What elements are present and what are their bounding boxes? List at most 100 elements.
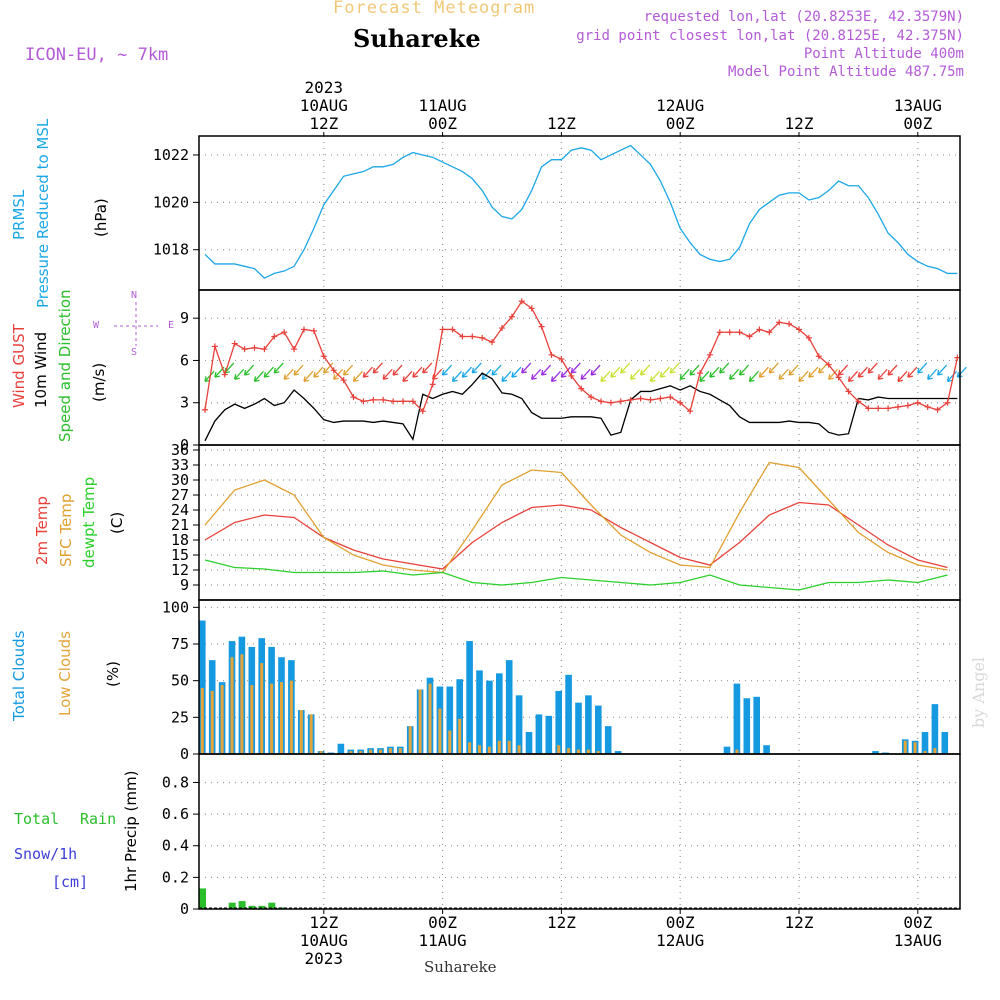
gust-marker: [449, 326, 456, 333]
gust-marker: [944, 399, 951, 406]
wind-arrow-head: [392, 369, 395, 376]
wind-arrow: [323, 362, 334, 374]
wind-arrow-head: [719, 367, 722, 374]
low-clouds-bar: [596, 751, 600, 754]
wind-arrow: [313, 366, 324, 378]
wind-arrow-head: [333, 377, 339, 380]
wind-arrow: [848, 370, 858, 382]
wind-arrow-head: [867, 367, 870, 374]
wind-arrow: [788, 364, 799, 376]
wind-arrow: [699, 370, 710, 382]
y-tick-label: 24: [171, 501, 189, 519]
gust-marker: [895, 403, 901, 410]
gust-marker: [835, 374, 842, 381]
low-clouds-bar: [448, 730, 452, 754]
bottom-time-label: 13AUG: [894, 931, 942, 950]
y-tick-label: 1018: [153, 241, 189, 259]
wind-arrow-head: [372, 367, 375, 374]
wind-arrow-head: [590, 369, 593, 376]
wind-arrow: [501, 370, 512, 382]
y-tick-label: 0: [180, 900, 189, 918]
wind-arrow-head: [739, 373, 745, 376]
wind-arrow-head: [253, 376, 257, 382]
gust-marker: [330, 367, 337, 374]
wind-arrow-head: [244, 373, 250, 376]
wind-arrow-head: [907, 372, 910, 378]
wind-arrow-head: [540, 369, 544, 376]
footer-location: Suhareke: [424, 958, 497, 976]
wind-arrow: [719, 362, 730, 374]
wind-arrow: [452, 370, 462, 382]
wind-arrow-head: [581, 377, 587, 380]
low-clouds-bar: [289, 680, 293, 754]
total-clouds-bar: [753, 696, 760, 754]
wind-arrow-head: [451, 376, 455, 382]
gust-marker: [726, 329, 733, 336]
top-time-label: 13AUG: [894, 96, 942, 115]
wind-arrow-head: [402, 379, 409, 383]
low-clouds-bar: [280, 682, 283, 754]
wind-arrow: [541, 364, 552, 376]
y-tick-label: 30: [171, 471, 189, 489]
gust-marker: [865, 405, 872, 412]
dewpoint-line: [204, 559, 948, 591]
wind-direction-arrows: [204, 362, 967, 383]
temp-sfc-label: SFC Temp: [57, 493, 75, 567]
gust-marker: [647, 396, 654, 403]
wind-arrow-head: [303, 379, 310, 383]
wind-arrow-head: [699, 379, 706, 383]
wind-arrow-head: [303, 376, 306, 382]
wind-unit-label: (m/s): [90, 362, 108, 402]
gust-marker: [796, 326, 802, 333]
y-tick-label: 75: [171, 635, 189, 653]
wind-arrow-head: [660, 375, 666, 378]
rain-bar: [248, 905, 256, 909]
wind-arrow-head: [689, 373, 696, 376]
wind-arrow-head: [937, 373, 943, 376]
gust-marker: [320, 353, 327, 360]
wind-arrow: [471, 362, 482, 374]
wind-arrow-head: [373, 371, 379, 374]
wind-arrow-head: [383, 377, 389, 380]
gust-marker: [528, 305, 535, 312]
wind-arrow-head: [531, 377, 537, 380]
wind-gust-line: [204, 300, 959, 413]
wind-arrow-head: [758, 372, 762, 378]
wind-arrow: [372, 362, 383, 374]
wind-arrow: [580, 368, 591, 380]
total-clouds-bar: [931, 704, 939, 754]
total-clouds-bar: [763, 745, 770, 754]
total-clouds-bar: [872, 751, 879, 754]
total-clouds-bar: [941, 732, 949, 754]
snow-unit-label: [cm]: [52, 873, 89, 891]
wind-arrow-head: [729, 377, 735, 380]
wind-arrow: [877, 368, 888, 380]
gust-marker: [667, 394, 674, 401]
wind-arrow: [640, 364, 651, 376]
total-clouds-bar: [505, 660, 513, 754]
wind-arrow-head: [778, 374, 781, 380]
wind-arrow-head: [798, 376, 801, 382]
low-clouds-bar: [517, 745, 521, 754]
rain-label-rain: Rain: [80, 810, 117, 828]
low-clouds-bar: [933, 748, 937, 754]
wind-arrow-head: [818, 371, 824, 374]
top-time-label: 00Z: [428, 114, 457, 133]
wind-arrow-head: [274, 371, 280, 374]
wind-arrow-head: [759, 375, 765, 378]
gust-marker: [479, 334, 486, 341]
gust-marker: [914, 399, 921, 406]
gust-marker: [380, 396, 387, 403]
wind-arrow-head: [491, 369, 494, 376]
rain-bar: [268, 902, 276, 909]
wind-arrow-head: [649, 376, 653, 382]
wind-arrow-head: [956, 372, 960, 378]
gust-marker: [400, 398, 406, 405]
wind-arrow: [758, 366, 769, 378]
wind-arrow: [422, 362, 433, 374]
wind-arrow-head: [788, 373, 795, 376]
pressure-panel: [193, 136, 960, 290]
bottom-time-label: 12AUG: [656, 931, 704, 950]
y-tick-label: 15: [171, 546, 189, 564]
top-time-label: 12Z: [785, 114, 814, 133]
